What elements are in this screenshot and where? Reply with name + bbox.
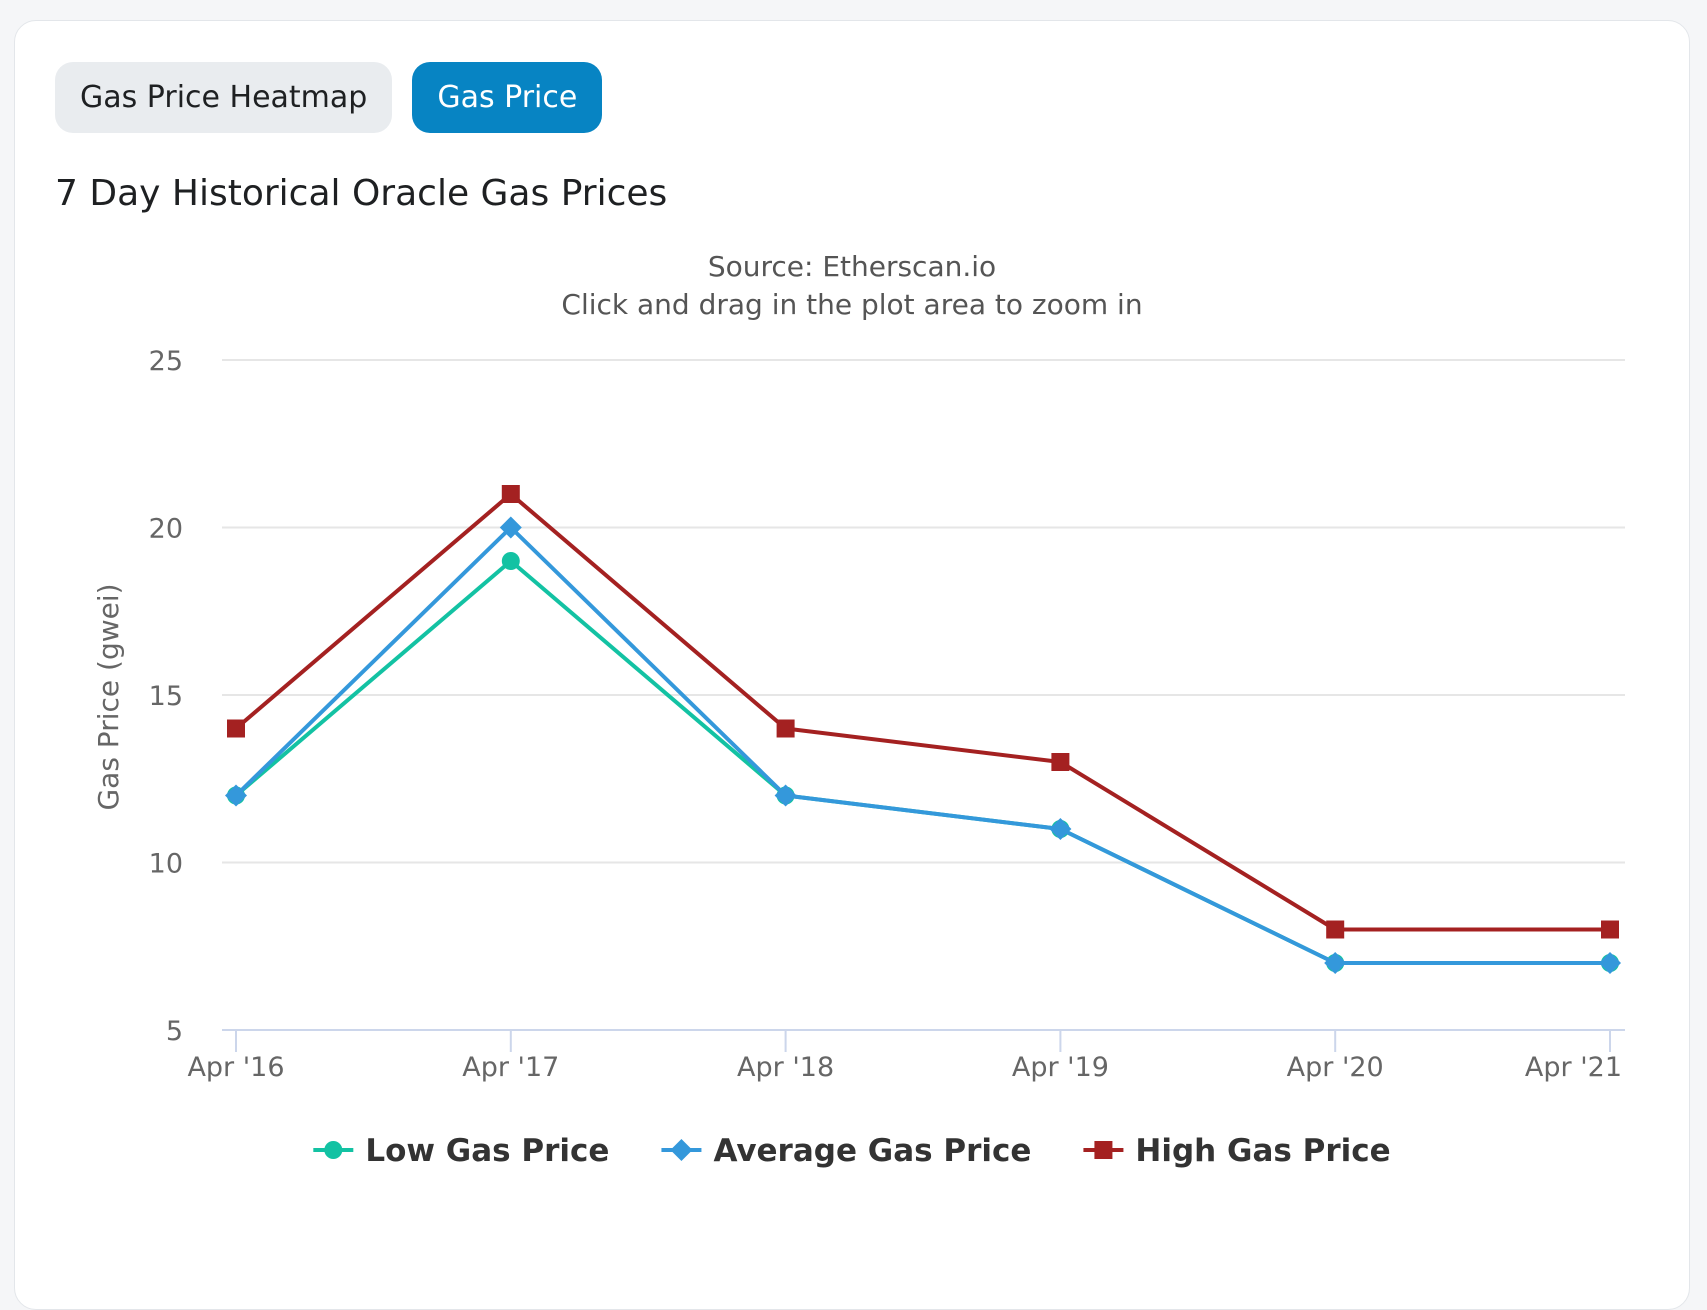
series-group	[225, 485, 1621, 974]
legend-label: High Gas Price	[1135, 1133, 1390, 1169]
series-low-gas-price	[227, 552, 1619, 972]
legend-symbol-marker	[670, 1139, 693, 1161]
average-gas-price-point[interactable]	[1324, 952, 1347, 974]
series-high-gas-price	[227, 485, 1619, 939]
low-gas-price-point[interactable]	[501, 552, 520, 570]
y-axis-title: Gas Price (gwei)	[92, 583, 125, 810]
legend-item-low-gas-price[interactable]: Low Gas Price	[313, 1133, 609, 1169]
average-gas-price-line	[234, 525, 1610, 965]
x-tick-label: Apr '17	[462, 1052, 559, 1083]
x-tick-label: Apr '21	[1525, 1052, 1622, 1083]
legend-label: Average Gas Price	[713, 1133, 1031, 1169]
y-tick-label: 25	[149, 346, 183, 377]
x-tick-label: Apr '19	[1012, 1052, 1109, 1083]
chart-subtitle-source: Source: Etherscan.io	[708, 250, 996, 283]
y-tick-label: 10	[149, 849, 183, 880]
legend-symbol-marker	[324, 1141, 343, 1159]
high-gas-price-point[interactable]	[776, 719, 795, 738]
y-tick-label: 15	[149, 681, 183, 712]
x-tick-label: Apr '18	[737, 1052, 834, 1083]
high-gas-price-point[interactable]	[501, 485, 520, 503]
average-gas-price-point[interactable]	[1049, 818, 1072, 840]
chart-title: 7 Day Historical Oracle Gas Prices	[55, 173, 668, 214]
average-gas-price-point[interactable]	[225, 784, 247, 807]
average-gas-price-point[interactable]	[499, 516, 522, 539]
y-tick-label: 5	[166, 1016, 183, 1047]
average-gas-price-point[interactable]	[774, 784, 797, 807]
grid-lines	[222, 359, 1625, 864]
y-tick-label: 20	[149, 514, 183, 545]
high-gas-price-line	[234, 492, 1610, 932]
high-gas-price-point[interactable]	[1051, 753, 1070, 771]
low-gas-price-line	[234, 559, 1610, 965]
chart-subtitle-hint: Click and drag in the plot area to zoom …	[561, 288, 1142, 321]
high-gas-price-point[interactable]	[1326, 920, 1345, 939]
high-gas-price-point[interactable]	[227, 719, 245, 738]
x-tick-label: Apr '20	[1287, 1052, 1384, 1083]
high-gas-price-point[interactable]	[1601, 920, 1619, 939]
gas-price-chart[interactable]: Source: Etherscan.io Click and drag in t…	[0, 0, 1707, 1277]
legend-item-high-gas-price[interactable]: High Gas Price	[1083, 1133, 1391, 1169]
series-average-gas-price	[225, 516, 1621, 974]
average-gas-price-point[interactable]	[1599, 952, 1621, 974]
tab-gas-price-heatmap[interactable]: Gas Price Heatmap	[55, 62, 393, 133]
gas-price-card: Gas Price Heatmap Gas Price 7 Day Histor…	[14, 20, 1690, 1310]
legend: Low Gas Price Average Gas Price High Gas P…	[313, 1133, 1391, 1169]
tab-gas-price[interactable]: Gas Price	[412, 62, 603, 133]
legend-label: Low Gas Price	[365, 1133, 609, 1169]
legend-symbol-marker	[1094, 1141, 1113, 1159]
legend-item-average-gas-price[interactable]: Average Gas Price	[661, 1133, 1031, 1169]
y-axis-ticks: 5 10 15 20 25	[149, 346, 183, 1047]
x-axis: Apr '16 Apr '17 Apr '18 Apr '19 Apr '20 Apr '…	[187, 1029, 1625, 1083]
x-tick-label: Apr '16	[187, 1052, 284, 1083]
chart-tabs: Gas Price Heatmap Gas Price	[55, 62, 603, 133]
